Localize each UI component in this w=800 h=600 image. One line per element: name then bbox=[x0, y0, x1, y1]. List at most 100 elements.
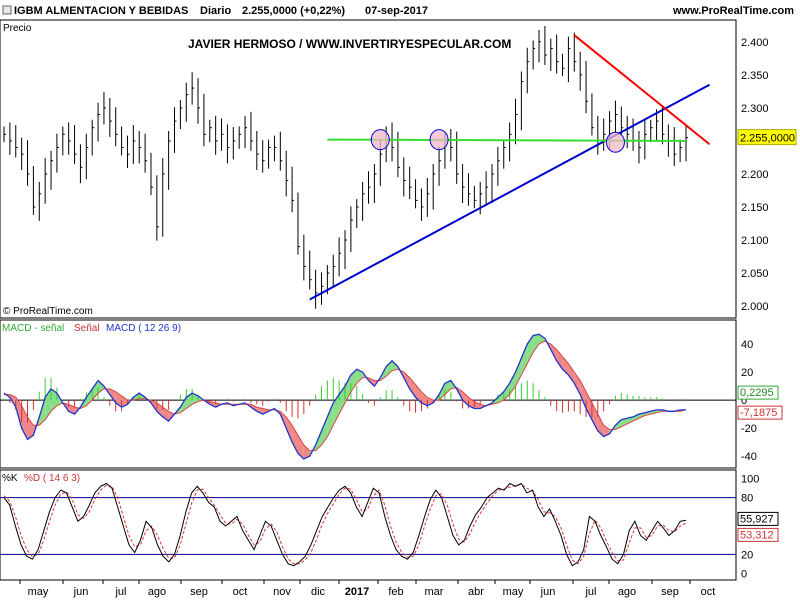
last-price-label: 2.255,0000 bbox=[740, 133, 795, 145]
x-month-label: ago bbox=[618, 586, 636, 598]
x-month-label: sep bbox=[190, 586, 208, 598]
macd-fill-segment bbox=[92, 380, 99, 401]
x-month-label: abr bbox=[468, 586, 484, 598]
macd-fill-segment bbox=[127, 397, 134, 405]
stoch-d-value-box bbox=[737, 527, 779, 542]
macd-panel-frame bbox=[0, 319, 737, 469]
macd-fill-segment bbox=[556, 349, 563, 370]
price-panel-label: Precio bbox=[3, 23, 32, 34]
stoch-d-line bbox=[3, 483, 687, 565]
price-tick-label: 2.000 bbox=[741, 301, 769, 313]
watermark-text: JAVIER HERMOSO / WWW.INVERTIRYESPECULAR.… bbox=[188, 37, 511, 51]
stoch-tick-label: 80 bbox=[741, 493, 753, 505]
macd-signal-legend: Señal bbox=[74, 323, 100, 334]
resistance-diagonal-line bbox=[573, 34, 711, 146]
macd-fill-segment bbox=[356, 369, 363, 384]
macd-fill-segment bbox=[650, 409, 657, 415]
macd-fill-segment bbox=[462, 391, 469, 406]
macd-fill-segment bbox=[621, 418, 628, 427]
x-month-label: oct bbox=[701, 586, 716, 598]
macd-fill-segment bbox=[292, 425, 298, 454]
macd-fill-segment bbox=[350, 369, 357, 392]
x-month-label: mar bbox=[425, 586, 444, 598]
x-month-label: sep bbox=[661, 586, 679, 598]
x-month-label: 2017 bbox=[345, 586, 369, 598]
macd-fill-segment bbox=[603, 425, 610, 437]
macd-hist-value: 0,2295 bbox=[740, 387, 774, 399]
macd-fill-segment bbox=[497, 391, 504, 403]
x-month-label: jul bbox=[584, 586, 596, 598]
macd-fill-segment bbox=[644, 411, 651, 416]
macd-value: -7,1875 bbox=[740, 407, 777, 419]
macd-fill-segment bbox=[421, 391, 428, 406]
stoch-k-value: 55,927 bbox=[740, 513, 774, 525]
macd-fill-segment bbox=[509, 372, 516, 395]
macd-fill-segment bbox=[15, 397, 22, 429]
price-panel: 2.4002.3502.3002.2502.2002.1502.1002.050… bbox=[0, 19, 797, 319]
stoch-tick-label: 100 bbox=[741, 474, 759, 486]
macd-tick-label: -40 bbox=[741, 451, 757, 463]
macd-fill-segment bbox=[521, 344, 528, 375]
price-tick-label: 2.400 bbox=[741, 37, 769, 49]
macd-tick-label: 40 bbox=[741, 339, 753, 351]
macd-fill-segment bbox=[533, 334, 540, 353]
macd-fill-segment bbox=[544, 338, 551, 350]
macd-fill-segment bbox=[345, 374, 351, 403]
macd-fill-segment bbox=[86, 388, 93, 406]
stoch-k-legend: %K bbox=[2, 473, 18, 484]
price-tick-label: 2.200 bbox=[741, 169, 769, 181]
macd-signal-line bbox=[4, 340, 687, 452]
macd-fill-segment bbox=[98, 380, 104, 394]
price-tick-label: 2.100 bbox=[741, 235, 769, 247]
macd-hist-value-box bbox=[737, 385, 779, 400]
macd-fill-segment bbox=[51, 388, 57, 412]
macd-fill-segment bbox=[515, 358, 522, 387]
macd-fill-segment bbox=[45, 388, 52, 420]
x-month-label: dic bbox=[311, 586, 326, 598]
x-month-label: oct bbox=[233, 586, 248, 598]
highlight-circle bbox=[370, 129, 390, 151]
stoch-k-line bbox=[3, 482, 687, 567]
x-month-label: jun bbox=[540, 586, 556, 598]
x-month-label: may bbox=[503, 586, 524, 598]
price-panel-frame bbox=[0, 19, 737, 319]
macd-fill-segment bbox=[109, 388, 116, 403]
price-tick-label: 2.350 bbox=[741, 70, 769, 82]
macd-fill-segment bbox=[474, 401, 481, 409]
x-month-label: nov bbox=[273, 586, 291, 598]
macd-line bbox=[3, 333, 686, 460]
stoch-tick-label: 20 bbox=[741, 549, 753, 561]
macd-area bbox=[0, 333, 736, 460]
macd-tick-label: -20 bbox=[741, 423, 757, 435]
x-month-label: jul bbox=[114, 586, 126, 598]
stoch-k-value-box bbox=[737, 511, 779, 526]
highlight-circle bbox=[605, 131, 625, 153]
highlight-circle bbox=[429, 129, 449, 151]
macd-line-legend: MACD ( 12 26 9) bbox=[106, 323, 181, 334]
x-month-label: ago bbox=[148, 586, 166, 598]
macd-fill-segment bbox=[444, 380, 451, 395]
macd-fill-segment bbox=[333, 394, 340, 426]
period-label: Diario bbox=[200, 5, 231, 17]
macd-fill-segment bbox=[591, 402, 598, 431]
macd-tick-label: 0 bbox=[741, 395, 747, 407]
macd-fill-segment bbox=[297, 435, 304, 459]
macd-fill-segment bbox=[439, 383, 445, 401]
date-label: 07-sep-2017 bbox=[365, 5, 428, 17]
macd-fill-segment bbox=[386, 360, 393, 377]
x-month-label: jun bbox=[73, 586, 89, 598]
menu-icon[interactable] bbox=[2, 5, 12, 15]
price-trendlines bbox=[309, 34, 711, 301]
price-tick-label: 2.300 bbox=[741, 103, 769, 115]
macd-fill-segment bbox=[568, 363, 575, 384]
macd-fill-segment bbox=[286, 416, 293, 443]
macd-fill-segment bbox=[597, 414, 604, 437]
macd-fill-segment bbox=[256, 407, 263, 415]
macd-value-box bbox=[737, 405, 783, 420]
macd-fill-segment bbox=[503, 383, 510, 401]
site-link[interactable]: www.ProRealTime.com bbox=[672, 5, 794, 17]
copyright: © ProRealTime.com bbox=[3, 306, 93, 317]
stoch-d-value: 53,312 bbox=[740, 529, 774, 541]
